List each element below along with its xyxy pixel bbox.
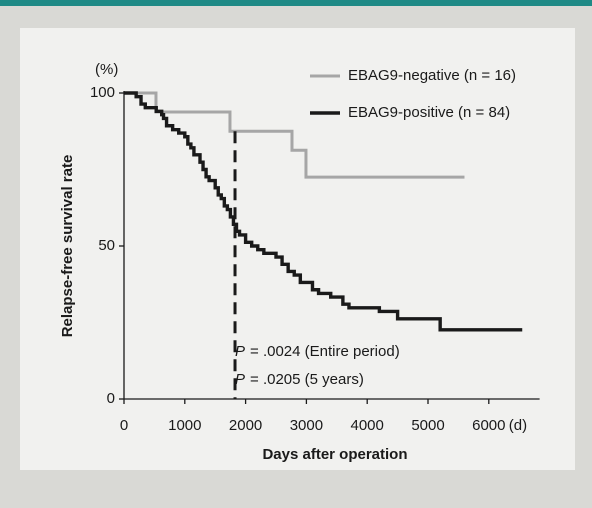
annotation-p: P: [235, 343, 245, 360]
annotation-text: = .0205 (5 years): [250, 371, 364, 388]
annotation-text: = .0024 (Entire period): [250, 343, 400, 360]
y-axis-label: Relapse-free survival rate: [59, 155, 76, 338]
y-tick-label: 0: [107, 390, 115, 407]
y-tick-label: 50: [98, 237, 115, 254]
x-tick-label: 0: [120, 417, 128, 434]
annotation: P = .0024 (Entire period): [235, 343, 400, 360]
x-tick-label: 4000: [351, 417, 384, 434]
x-tick-label: 3000: [290, 417, 323, 434]
survival-curve: [124, 91, 465, 179]
x-tick-label: 6000: [472, 417, 505, 434]
x-tick-label: 2000: [229, 417, 262, 434]
x-axis-label: Days after operation: [262, 446, 407, 463]
legend-label: EBAG9-positive (n = 84): [348, 104, 510, 121]
top-strip: [0, 0, 592, 6]
legend-label: EBAG9-negative (n = 16): [348, 67, 516, 84]
annotation-p: P: [235, 371, 245, 388]
x-unit: (d): [509, 417, 527, 434]
y-tick-label: 100: [90, 84, 115, 101]
y-unit: (%): [95, 61, 118, 78]
annotation: P = .0205 (5 years): [235, 371, 364, 388]
panel: [20, 28, 575, 470]
x-tick-label: 1000: [168, 417, 201, 434]
x-tick-label: 5000: [411, 417, 444, 434]
survival-curve: [124, 91, 523, 332]
